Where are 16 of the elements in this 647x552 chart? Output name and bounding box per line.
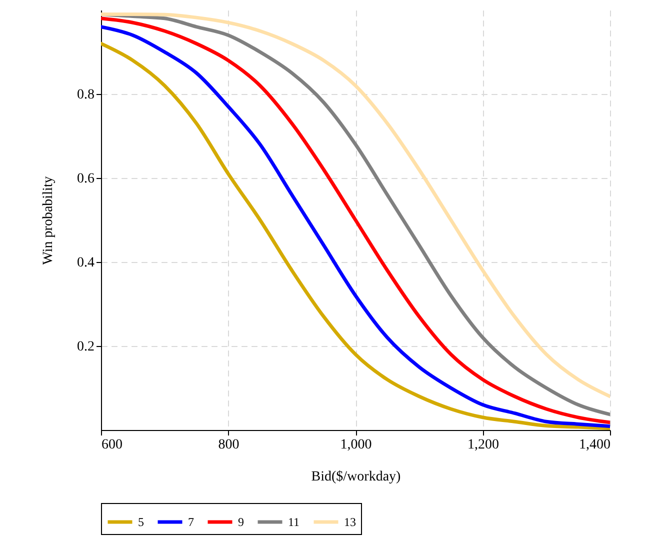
legend-label: 11	[288, 515, 300, 529]
x-axis-title: Bid($/workday)	[311, 470, 402, 484]
legend-label: 7	[188, 515, 194, 529]
legend-label: 13	[344, 515, 356, 529]
y-tick-label: 0.2	[77, 340, 94, 354]
legend-label: 9	[238, 515, 244, 529]
x-tick-label: 1,400	[579, 438, 610, 452]
x-tick-label: 1,200	[468, 438, 499, 452]
y-tick-label: 0.8	[77, 88, 94, 102]
x-tick-label: 1,000	[340, 438, 372, 452]
y-tick-label: 0.4	[77, 256, 94, 270]
x-tick-label: 800	[218, 438, 240, 452]
y-axis-title: Win probability	[41, 176, 56, 265]
x-tick-label: 600	[102, 438, 122, 452]
y-tick-label: 0.6	[77, 172, 94, 186]
legend-label: 5	[138, 515, 144, 529]
